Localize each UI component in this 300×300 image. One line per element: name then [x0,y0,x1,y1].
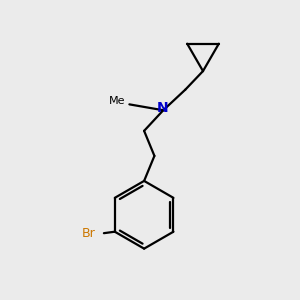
Text: Br: Br [82,227,96,240]
Text: Me: Me [110,96,126,106]
Text: N: N [157,101,169,115]
